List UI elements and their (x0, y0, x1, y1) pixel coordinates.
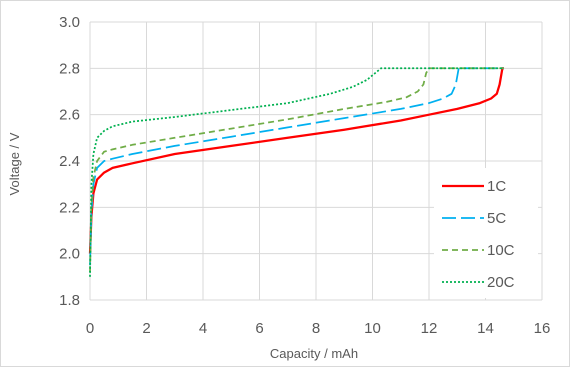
legend-label-5c: 5C (487, 210, 506, 227)
x-tick-label: 12 (421, 320, 438, 337)
y-tick-label: 2.6 (59, 107, 80, 124)
x-axis-title: Capacity / mAh (270, 346, 358, 361)
x-tick-label: 2 (142, 320, 150, 337)
x-tick-label: 8 (312, 320, 320, 337)
series-line-10c (89, 67, 504, 273)
legend-box (434, 168, 538, 298)
y-tick-labels: 1.8 2.0 2.2 2.4 2.6 2.8 3.0 (59, 14, 80, 309)
y-tick-label: 3.0 (59, 14, 80, 31)
x-tick-label: 6 (255, 320, 263, 337)
y-tick-label: 1.8 (59, 292, 80, 309)
y-axis-title: Voltage / V (7, 132, 22, 195)
legend-label-20c: 20C (487, 274, 515, 291)
y-tick-label: 2.2 (59, 199, 80, 216)
y-tick-label: 2.8 (59, 60, 80, 77)
x-tick-label: 14 (477, 320, 494, 337)
legend-label-10c: 10C (487, 242, 515, 259)
legend-label-1c: 1C (487, 178, 506, 195)
series-line-20c (89, 67, 504, 277)
x-tick-label: 10 (364, 320, 381, 337)
y-tick-label: 2.4 (59, 153, 80, 170)
series-lines (88, 67, 504, 277)
y-tick-label: 2.0 (59, 246, 80, 263)
x-tick-labels: 0 2 4 6 8 10 12 14 16 (86, 320, 551, 337)
legend: 1C 5C 10C 20C (434, 168, 538, 298)
x-tick-label: 4 (199, 320, 207, 337)
series-line-5c (89, 67, 504, 266)
x-tick-label: 0 (86, 320, 94, 337)
x-tick-label: 16 (534, 320, 551, 337)
series-line-1c (88, 67, 504, 254)
